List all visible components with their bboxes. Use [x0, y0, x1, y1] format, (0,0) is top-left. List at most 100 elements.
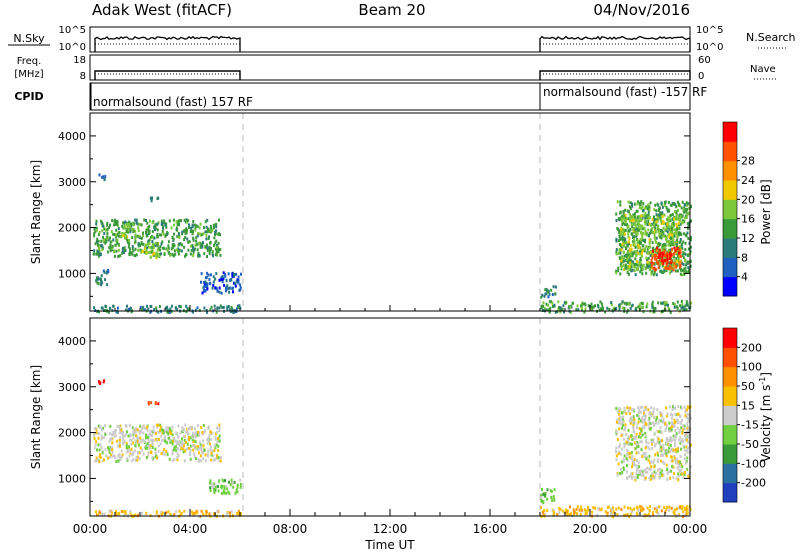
power-cell-239	[108, 246, 111, 250]
power-cell-1188	[687, 224, 690, 228]
velocity-cell-712	[592, 506, 595, 510]
power-cell-1058	[637, 225, 640, 229]
velocity-cell-1079	[631, 462, 634, 466]
power-cell-344	[106, 223, 108, 227]
velocity-cell-925	[621, 411, 624, 415]
velocity-cell-1154	[643, 455, 646, 459]
power-cell-1295	[686, 222, 689, 226]
velocity-cell-1404	[665, 438, 668, 442]
power-cell-554	[145, 250, 148, 254]
power-cell-2039	[665, 263, 668, 267]
velocity-cell-1191	[620, 460, 623, 464]
power-cell-1916	[623, 217, 626, 221]
power-cell-1739	[676, 235, 679, 239]
power-cell-864	[563, 310, 565, 314]
velocity-cell-1059	[623, 445, 626, 449]
velocity-cell-372	[186, 446, 189, 450]
velocity-cell-460	[128, 445, 130, 449]
velocity-cell-1044	[662, 443, 665, 447]
power-cell-1476	[658, 206, 661, 210]
velocity-cell-934	[687, 440, 690, 444]
power-cell-2049	[650, 259, 653, 263]
velocity-cell-45	[111, 441, 114, 445]
power-cell-1026	[633, 202, 636, 206]
power-cell-1461	[646, 262, 649, 266]
velocity-cell-337	[215, 443, 218, 447]
velocity-cell-570	[236, 485, 239, 489]
velocity-cell-1024	[652, 438, 655, 442]
power-cell-1435	[663, 213, 666, 217]
power-cell-1328	[629, 258, 632, 262]
power-cell-857	[604, 310, 607, 314]
power-cell-594	[103, 270, 106, 274]
power-cell-1327	[686, 207, 688, 211]
velocity-cell-163	[176, 455, 179, 459]
velocity-cell-921	[647, 458, 650, 462]
power-cell-513	[211, 229, 214, 233]
velocity-cell-1438	[630, 434, 633, 437]
power-cell-1012	[680, 306, 683, 310]
power-cell-255	[212, 223, 215, 227]
power-cell-984	[682, 308, 685, 312]
velocity-cell-28	[137, 443, 140, 447]
power-cell-1646	[623, 242, 626, 246]
power-cell-2017	[652, 262, 655, 266]
power-cell-27	[131, 247, 134, 251]
power-cell-1839	[637, 243, 640, 247]
power-cell-636	[234, 282, 237, 286]
power-cell-2060	[679, 263, 682, 267]
power-cell-2006	[650, 264, 653, 268]
power-cell-767	[166, 310, 169, 314]
velocity-cell-9	[150, 401, 153, 405]
power-cell-2072	[660, 251, 663, 255]
power-cell-606	[106, 283, 109, 287]
power-cell-412	[154, 244, 157, 248]
velocity-cell-510	[146, 436, 149, 439]
velocity-cell-138	[126, 447, 129, 450]
power-cell-5	[103, 177, 106, 181]
velocity-cell-64	[156, 425, 159, 429]
power-cell-621	[233, 281, 235, 285]
power-cell-381	[189, 252, 192, 256]
power-cell-876	[664, 303, 667, 307]
power-cell-1577	[680, 261, 683, 265]
power-cell-1606	[658, 259, 661, 263]
velocity-cell-773	[655, 510, 658, 514]
velocity-cell-1223	[653, 415, 656, 419]
power-cell-921	[618, 308, 621, 312]
velocity-cell-602	[179, 513, 182, 517]
power-cell-1260	[626, 271, 629, 275]
velocity-cell-556	[236, 490, 239, 494]
power-cell-967	[675, 305, 678, 309]
velocity-cell-673	[205, 510, 208, 514]
power-cell-1206	[615, 269, 618, 273]
power-cell-1427	[680, 206, 683, 210]
power-cell-661	[205, 275, 208, 279]
freq-left-tick-bottom: 8	[80, 71, 86, 82]
velocity-cell-476	[169, 430, 172, 434]
velocity-colorbar-band-3	[723, 424, 737, 445]
power-cell-928	[651, 305, 654, 309]
time-tick-label-0: 00:00	[73, 522, 108, 536]
velocity-cell-1200	[681, 465, 684, 469]
power-cell-975	[669, 311, 672, 314]
power-cell-915	[576, 304, 579, 308]
power-cell-1977	[620, 265, 623, 269]
velocity-cell-216	[123, 434, 126, 438]
velocity-cell-486	[94, 443, 97, 447]
power-cell-372	[160, 233, 163, 237]
velocity-colorbar-tick-label-3: 15	[741, 399, 755, 412]
power-cell-890	[626, 308, 629, 312]
velocity-cell-1004	[632, 415, 635, 419]
power-cell-517	[127, 223, 130, 226]
power-cell-964	[680, 300, 683, 303]
power-cell-1464	[664, 222, 667, 226]
velocity-cell-278	[202, 444, 205, 448]
power-cell-1319	[687, 226, 689, 230]
power-cell-415	[156, 235, 159, 239]
power-cell-1112	[628, 229, 630, 233]
velocity-cell-329	[211, 449, 214, 453]
velocity-cell-251	[114, 429, 117, 433]
power-cell-1576	[684, 266, 687, 270]
velocity-cell-325	[97, 432, 100, 436]
